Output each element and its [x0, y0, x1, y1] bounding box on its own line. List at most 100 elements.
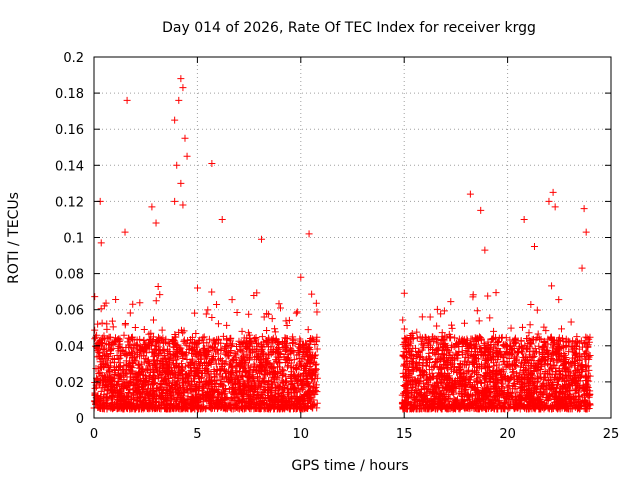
data-point — [233, 309, 241, 317]
data-point — [223, 321, 231, 329]
data-point — [518, 349, 526, 357]
data-point — [236, 340, 244, 348]
data-point — [151, 360, 159, 368]
data-point — [91, 293, 99, 301]
data-point — [121, 320, 129, 328]
data-point — [313, 345, 321, 353]
data-point — [308, 290, 316, 298]
data-point — [265, 310, 273, 318]
data-point — [196, 367, 204, 375]
data-point — [283, 399, 291, 407]
data-point — [492, 289, 500, 297]
data-point — [418, 313, 426, 321]
data-point — [200, 384, 208, 392]
data-point — [297, 273, 305, 281]
data-point — [540, 323, 548, 331]
data-point — [270, 368, 278, 376]
data-point — [104, 363, 112, 371]
x-tick-label: 0 — [90, 427, 98, 442]
data-point — [262, 379, 270, 387]
data-point — [149, 381, 157, 389]
data-point — [117, 373, 125, 381]
data-point — [451, 334, 459, 342]
data-point — [279, 344, 287, 352]
data-point — [155, 369, 163, 377]
data-point — [160, 361, 168, 369]
data-point — [551, 203, 559, 211]
data-point — [135, 382, 143, 390]
data-point — [293, 308, 301, 316]
data-point — [95, 381, 103, 389]
data-point — [302, 349, 310, 357]
data-point — [126, 309, 134, 317]
data-point — [191, 309, 199, 317]
data-point — [152, 338, 160, 346]
data-point — [291, 385, 299, 393]
data-point — [311, 341, 319, 349]
data-point — [475, 317, 483, 325]
data-point — [234, 348, 242, 356]
data-point — [242, 367, 250, 375]
y-tick-label: 0.04 — [55, 340, 84, 355]
data-point — [227, 360, 235, 368]
data-point — [246, 378, 254, 386]
data-point — [107, 359, 115, 367]
data-point — [275, 403, 283, 411]
y-tick-label: 0.1 — [63, 232, 84, 247]
data-point — [286, 344, 294, 352]
data-point — [97, 387, 105, 395]
data-point — [304, 326, 312, 334]
data-point — [304, 353, 312, 361]
data-point — [296, 337, 304, 345]
data-point — [152, 219, 160, 227]
data-point — [190, 345, 198, 353]
data-point — [245, 310, 253, 318]
y-tick-label: 0.18 — [55, 87, 84, 102]
data-point — [105, 366, 113, 374]
data-point — [519, 323, 527, 331]
data-point — [237, 399, 245, 407]
data-point — [94, 392, 102, 400]
data-point — [250, 375, 258, 383]
data-point — [111, 369, 119, 377]
data-point — [466, 190, 474, 198]
data-point — [271, 328, 279, 336]
data-point — [545, 197, 553, 205]
data-point — [165, 364, 173, 372]
data-point — [154, 374, 162, 382]
data-point — [188, 396, 196, 404]
data-point — [170, 373, 178, 381]
data-point — [116, 362, 124, 370]
data-point — [238, 327, 246, 335]
data-point — [208, 288, 216, 296]
data-point — [526, 321, 534, 329]
data-point — [177, 344, 185, 352]
data-point — [237, 346, 245, 354]
data-point — [143, 388, 151, 396]
data-point — [200, 392, 208, 400]
data-point — [166, 348, 174, 356]
data-point — [128, 334, 136, 342]
data-point — [285, 316, 293, 324]
data-point — [182, 351, 190, 359]
data-point — [437, 310, 445, 318]
data-point — [109, 323, 117, 331]
data-point — [273, 338, 281, 346]
data-point — [111, 355, 119, 363]
data-point — [205, 360, 213, 368]
data-point — [102, 355, 110, 363]
y-tick-label: 0.14 — [55, 159, 84, 174]
data-point — [264, 343, 272, 351]
data-point — [99, 349, 107, 357]
data-point — [180, 337, 188, 345]
data-point — [285, 405, 293, 413]
data-point — [447, 298, 455, 306]
data-point — [173, 161, 181, 169]
data-point — [121, 228, 129, 236]
data-point — [288, 380, 296, 388]
data-point — [140, 325, 148, 333]
data-point — [219, 332, 227, 340]
data-point — [477, 206, 485, 214]
y-axis-title: ROTI / TECUs — [6, 192, 22, 284]
data-point — [147, 340, 155, 348]
